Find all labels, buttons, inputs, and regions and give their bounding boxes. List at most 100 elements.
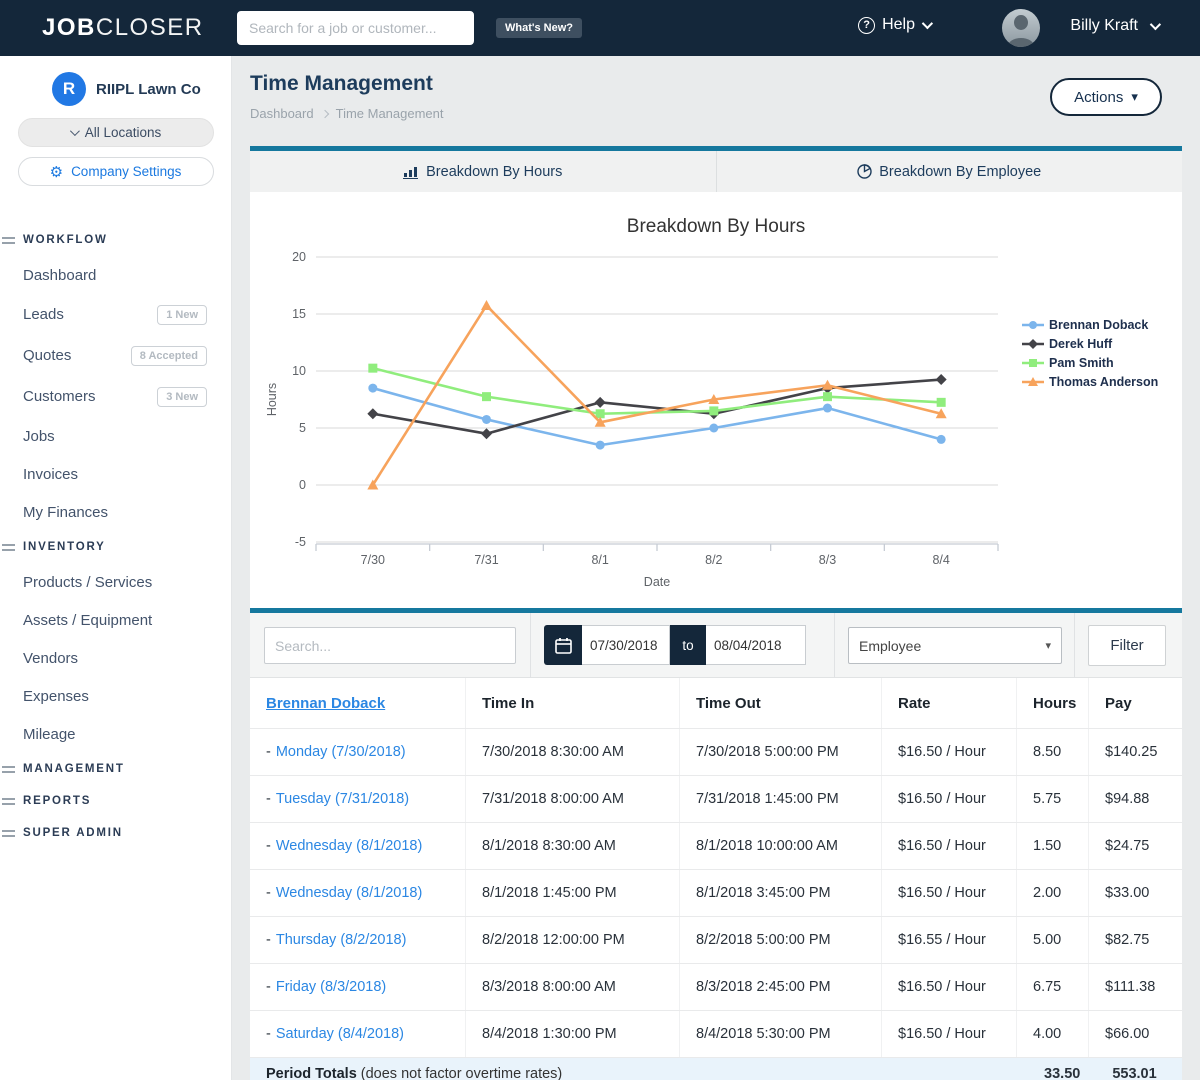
table-search-input[interactable] [264,627,516,664]
tab-breakdown-by-hours[interactable]: Breakdown By Hours [250,151,717,192]
sidebar-item-customers[interactable]: Customers3 New [0,376,231,417]
day-prefix: - [266,979,271,995]
chevron-down-icon [922,18,933,29]
section-collapse-icon [2,544,15,551]
whats-new-button[interactable]: What's New? [496,18,582,38]
sidebar-item-label: Vendors [23,650,78,667]
sidebar-item-invoices[interactable]: Invoices [0,455,231,493]
employee-select[interactable]: Employee [848,627,1062,664]
calendar-icon[interactable] [544,625,582,665]
sidebar-section-reports[interactable]: REPORTS [2,785,231,817]
day-link[interactable]: Thursday (8/2/2018) [276,932,407,948]
sidebar-item-label: Jobs [23,428,55,445]
table-row: -Thursday (8/2/2018)8/2/2018 12:00:00 PM… [250,917,1182,964]
app-logo[interactable]: JOBCLOSER [42,14,204,42]
tab-label: Breakdown By Hours [426,164,562,180]
sidebar-item-jobs[interactable]: Jobs [0,417,231,455]
time-in-cell: 8/4/2018 1:30:00 PM [466,1011,680,1057]
section-collapse-icon [2,237,15,244]
user-menu[interactable]: Billy Kraft [1070,17,1158,35]
pay-cell: $82.75 [1089,917,1182,963]
global-search-input[interactable] [237,11,474,45]
day-cell: -Monday (7/30/2018) [250,729,466,775]
sidebar-section-inventory[interactable]: INVENTORY [2,531,231,563]
sidebar-sections: WORKFLOW DashboardLeads1 New Quotes 8 Accep… [0,224,231,849]
day-link[interactable]: Tuesday (7/31/2018) [276,791,409,807]
date-range-picker: to [544,625,806,665]
company-row: R RIIPL Lawn Co [52,72,231,106]
legend-item-brennan-doback[interactable]: Brennan Doback [1022,318,1158,332]
actions-button[interactable]: Actions [1050,78,1162,116]
help-menu[interactable]: Help [858,16,930,34]
day-link[interactable]: Friday (8/3/2018) [276,979,386,995]
section-label: WORKFLOW [23,234,108,246]
legend-item-pam-smith[interactable]: Pam Smith [1022,356,1158,370]
hours-cell: 2.00 [1017,870,1089,916]
section-label: SUPER ADMIN [23,827,123,839]
col-pay: Pay [1089,678,1182,728]
sidebar-item-label: Customers [23,388,96,405]
legend-item-derek-huff[interactable]: Derek Huff [1022,337,1158,351]
date-to-input[interactable] [706,625,806,665]
chart-legend: Brennan Doback Derek Huff Pam Smith Thomas … [1022,318,1158,394]
breadcrumb-current: Time Management [336,106,444,121]
date-from-input[interactable] [582,625,670,665]
svg-text:Hours: Hours [265,383,279,416]
rate-cell: $16.50 / Hour [882,823,1017,869]
divider [530,613,531,678]
series-thomas-anderson [367,300,946,490]
user-avatar[interactable] [1002,9,1040,47]
tab-breakdown-by-employee[interactable]: Breakdown By Employee [717,151,1183,192]
table-row: -Friday (8/3/2018)8/3/2018 8:00:00 AM8/3… [250,964,1182,1011]
sidebar-item-expenses[interactable]: Expenses [0,677,231,715]
col-time-in: Time In [466,678,680,728]
sidebar-item-dashboard[interactable]: Dashboard [0,256,231,294]
sidebar-item-label: Quotes [23,347,71,364]
sidebar: R RIIPL Lawn Co All Locations Company Se… [0,56,232,1080]
filter-button[interactable]: Filter [1088,625,1166,666]
col-time-out: Time Out [680,678,882,728]
svg-text:8/2: 8/2 [705,553,722,567]
sidebar-item-products-services[interactable]: Products / Services [0,563,231,601]
col-rate: Rate [882,678,1017,728]
employee-select-value: Employee [859,638,921,654]
employee-name-link[interactable]: Brennan Doback [266,695,385,712]
legend-label: Pam Smith [1049,356,1114,370]
legend-item-thomas-anderson[interactable]: Thomas Anderson [1022,375,1158,389]
company-name: RIIPL Lawn Co [96,81,201,98]
sidebar-section-workflow[interactable]: WORKFLOW [2,224,231,256]
svg-text:10: 10 [292,364,306,378]
svg-text:20: 20 [292,250,306,264]
sidebar-section-super-admin[interactable]: SUPER ADMIN [2,817,231,849]
table-row: -Wednesday (8/1/2018)8/1/2018 1:45:00 PM… [250,870,1182,917]
table-row: -Saturday (8/4/2018)8/4/2018 1:30:00 PM8… [250,1011,1182,1058]
sidebar-item-badge: 8 Accepted [131,346,207,366]
main-area: Time Management Dashboard Time Managemen… [232,56,1200,1080]
legend-marker-icon [1022,357,1044,369]
sidebar-item-badge: 1 New [157,305,207,325]
sidebar-section-management[interactable]: MANAGEMENT [2,753,231,785]
sidebar-item-leads[interactable]: Leads1 New [0,294,231,335]
divider [834,613,835,678]
sidebar-item-vendors[interactable]: Vendors [0,639,231,677]
section-label: REPORTS [23,795,91,807]
company-avatar[interactable]: R [52,72,86,106]
sidebar-item-assets-equipment[interactable]: Assets / Equipment [0,601,231,639]
sidebar-item-mileage[interactable]: Mileage [0,715,231,753]
svg-text:-5: -5 [295,535,306,549]
totals-pay: 553.01 [1096,1058,1182,1080]
all-locations-dropdown[interactable]: All Locations [18,118,214,147]
legend-label: Thomas Anderson [1049,375,1158,389]
day-link[interactable]: Wednesday (8/1/2018) [276,838,422,854]
day-link[interactable]: Saturday (8/4/2018) [276,1026,404,1042]
day-link[interactable]: Monday (7/30/2018) [276,744,406,760]
sidebar-item-my-finances[interactable]: My Finances [0,493,231,531]
rate-cell: $16.50 / Hour [882,729,1017,775]
sidebar-item-quotes[interactable]: Quotes 8 Accepted [0,335,231,376]
day-link[interactable]: Wednesday (8/1/2018) [276,885,422,901]
breadcrumb-dashboard[interactable]: Dashboard [250,106,314,121]
totals-title: Period Totals [266,1066,357,1080]
day-prefix: - [266,932,271,948]
company-settings-button[interactable]: Company Settings [18,157,214,186]
time-out-cell: 7/31/2018 1:45:00 PM [680,776,882,822]
